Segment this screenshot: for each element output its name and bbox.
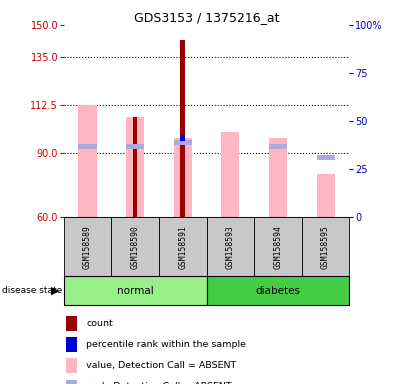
Bar xyxy=(316,155,335,160)
Bar xyxy=(221,132,239,217)
Bar xyxy=(111,217,159,276)
Text: normal: normal xyxy=(117,286,153,296)
Text: GSM158589: GSM158589 xyxy=(83,225,92,269)
Text: GSM158591: GSM158591 xyxy=(178,225,187,269)
Bar xyxy=(133,117,138,217)
Bar xyxy=(269,138,287,217)
Text: count: count xyxy=(86,319,113,328)
Bar xyxy=(316,174,335,217)
Text: GSM158593: GSM158593 xyxy=(226,225,235,269)
Bar xyxy=(174,140,192,145)
Bar xyxy=(180,136,185,141)
Bar xyxy=(180,40,185,217)
Bar xyxy=(79,105,97,217)
Text: rank, Detection Call = ABSENT: rank, Detection Call = ABSENT xyxy=(86,382,232,384)
Bar xyxy=(254,217,302,276)
Text: diabetes: diabetes xyxy=(256,286,300,296)
Text: GSM158590: GSM158590 xyxy=(131,225,140,269)
Bar xyxy=(269,144,287,149)
Text: percentile rank within the sample: percentile rank within the sample xyxy=(86,340,246,349)
Bar xyxy=(126,144,144,149)
Bar xyxy=(64,217,111,276)
Title: GDS3153 / 1375216_at: GDS3153 / 1375216_at xyxy=(134,11,279,24)
Text: ▶: ▶ xyxy=(51,286,60,296)
Text: disease state: disease state xyxy=(2,286,62,295)
Bar xyxy=(79,144,97,149)
Text: GSM158594: GSM158594 xyxy=(273,225,282,269)
Bar xyxy=(206,217,254,276)
Bar xyxy=(159,217,206,276)
Bar xyxy=(174,138,192,217)
Bar xyxy=(126,117,144,217)
Bar xyxy=(206,276,349,305)
Bar xyxy=(302,217,349,276)
Text: GSM158595: GSM158595 xyxy=(321,225,330,269)
Bar xyxy=(64,276,206,305)
Text: value, Detection Call = ABSENT: value, Detection Call = ABSENT xyxy=(86,361,237,370)
